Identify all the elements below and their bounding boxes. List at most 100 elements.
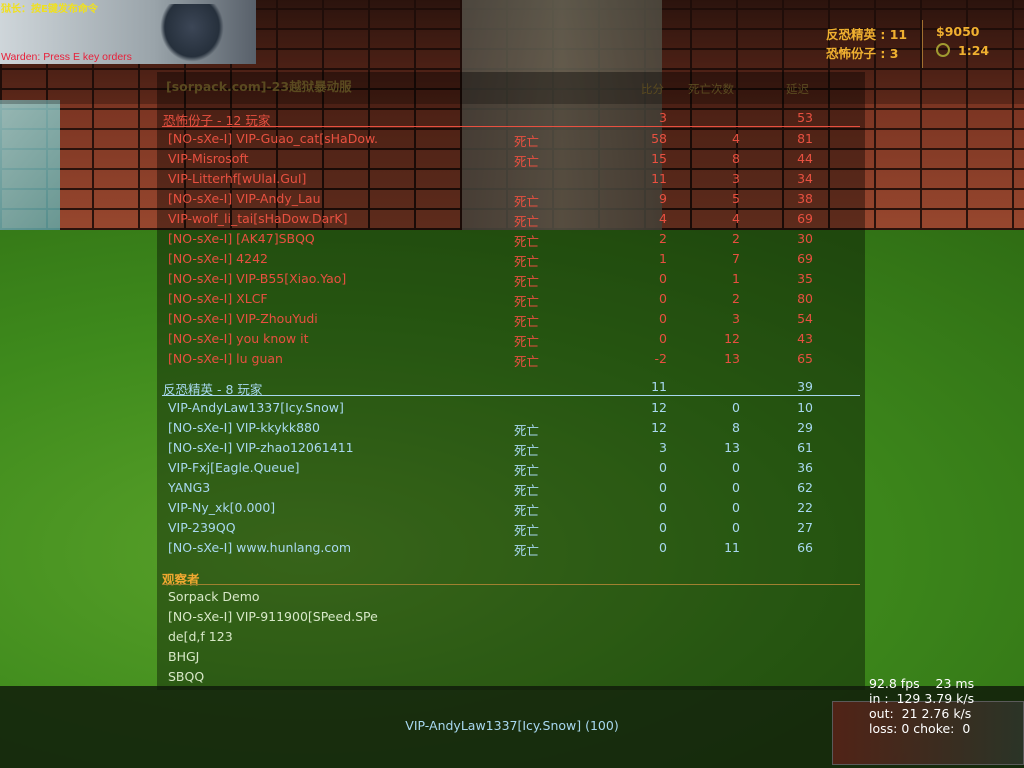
player-status: 死亡	[514, 134, 540, 149]
player-status: 死亡	[514, 234, 540, 249]
player-deaths: 13	[724, 440, 740, 455]
player-name: [NO-sXe-I] XLCF	[168, 291, 268, 306]
player-deaths: 8	[732, 420, 740, 435]
ct-header: 反恐精英 - 8 玩家	[163, 382, 263, 397]
player-name: [NO-sXe-I] VIP-kkykk880	[168, 420, 320, 435]
player-name: [NO-sXe-I] VIP-ZhouYudi	[168, 311, 318, 326]
stone-pillar	[462, 0, 662, 232]
player-latency: 34	[797, 171, 813, 186]
player-latency: 43	[797, 331, 813, 346]
player-score: 4	[659, 211, 667, 226]
t-team-score: 恐怖份子 : 3	[826, 46, 899, 61]
player-latency: 62	[797, 480, 813, 495]
glass-window	[0, 100, 60, 240]
player-name: [NO-sXe-I] www.hunlang.com	[168, 540, 352, 555]
player-status: 死亡	[514, 334, 540, 349]
player-latency: 38	[797, 191, 813, 206]
ct-team-score: 反恐精英 : 11	[826, 27, 908, 42]
spectator-name: Sorpack Demo	[168, 589, 260, 604]
player-status: 死亡	[514, 274, 540, 289]
player-deaths: 11	[724, 540, 740, 555]
player-deaths: 0	[732, 520, 740, 535]
player-name: [NO-sXe-I] VIP-Andy_Lau	[168, 191, 321, 206]
column-score: 比分	[641, 82, 664, 96]
player-score: 0	[659, 520, 667, 535]
player-score: 0	[659, 540, 667, 555]
player-latency: 69	[797, 251, 813, 266]
player-score: 0	[659, 311, 667, 326]
player-status: 死亡	[514, 503, 540, 518]
player-deaths: 7	[732, 251, 740, 266]
player-deaths: 13	[724, 351, 740, 366]
player-latency: 36	[797, 460, 813, 475]
player-status: 死亡	[514, 423, 540, 438]
player-status: 死亡	[514, 523, 540, 538]
player-score: 0	[659, 460, 667, 475]
player-deaths: 2	[732, 231, 740, 246]
player-score: 0	[659, 480, 667, 495]
column-deaths: 死亡次数	[688, 82, 734, 96]
spectator-name: [NO-sXe-I] VIP-911900[SPeed.SPe	[168, 609, 378, 624]
player-name: [NO-sXe-I] you know it	[168, 331, 309, 346]
spectators-divider	[162, 584, 860, 585]
terrorists-header: 恐怖份子 - 12 玩家	[163, 113, 271, 128]
player-deaths: 3	[732, 171, 740, 186]
terrorists-avg-latency: 53	[797, 110, 813, 125]
player-status: 死亡	[514, 194, 540, 209]
round-timer: 1:24	[958, 43, 990, 58]
player-latency: 35	[797, 271, 813, 286]
player-name: [NO-sXe-I] [AK47]SBQQ	[168, 231, 315, 246]
player-latency: 30	[797, 231, 813, 246]
player-score: 58	[651, 131, 667, 146]
warden-figure-image	[160, 4, 224, 62]
netgraph-loss: loss: 0 choke: 0	[869, 721, 971, 736]
player-deaths: 4	[732, 211, 740, 226]
warden-cn-text: 狱长：按E键发布命令	[1, 4, 98, 15]
player-score: 0	[659, 500, 667, 515]
player-latency: 29	[797, 420, 813, 435]
player-name: [NO-sXe-I] VIP-B55[Xiao.Yao]	[168, 271, 347, 286]
player-deaths: 3	[732, 311, 740, 326]
player-name: VIP-Fxj[Eagle.Queue]	[168, 460, 300, 475]
player-status: 死亡	[514, 314, 540, 329]
netgraph-in: in : 129 3.79 k/s	[869, 691, 975, 706]
player-deaths: 12	[724, 331, 740, 346]
player-status: 死亡	[514, 254, 540, 269]
player-deaths: 4	[732, 131, 740, 146]
player-deaths: 5	[732, 191, 740, 206]
player-status: 死亡	[514, 214, 540, 229]
ct-avg-latency: 39	[797, 379, 813, 394]
player-name: [NO-sXe-I] 4242	[168, 251, 268, 266]
column-latency: 延迟	[786, 82, 809, 96]
hud-divider	[922, 20, 923, 68]
player-score: 0	[659, 331, 667, 346]
ct-total-score: 11	[651, 379, 667, 394]
player-latency: 80	[797, 291, 813, 306]
player-deaths: 2	[732, 291, 740, 306]
spectating-target: VIP-AndyLaw1337[Icy.Snow] (100)	[405, 718, 619, 733]
player-status: 死亡	[514, 543, 540, 558]
player-latency: 54	[797, 311, 813, 326]
player-score: 9	[659, 191, 667, 206]
spectator-name: BHGJ	[168, 649, 200, 664]
player-name: VIP-wolf_li_tai[sHaDow.DarK]	[168, 211, 348, 226]
player-score: 1	[659, 251, 667, 266]
player-name: VIP-Misrosoft	[168, 151, 249, 166]
terrorists-total-score: 3	[659, 110, 667, 125]
player-score: 3	[659, 440, 667, 455]
player-status: 死亡	[514, 463, 540, 478]
player-name: VIP-AndyLaw1337[Icy.Snow]	[168, 400, 344, 415]
player-deaths: 0	[732, 480, 740, 495]
grass-ground	[0, 230, 1024, 768]
player-deaths: 0	[732, 500, 740, 515]
money: $9050	[936, 24, 980, 39]
player-latency: 66	[797, 540, 813, 555]
player-deaths: 1	[732, 271, 740, 286]
player-deaths: 8	[732, 151, 740, 166]
player-score: 15	[651, 151, 667, 166]
player-name: VIP-Litterhf[wUlaI.GuI]	[168, 171, 307, 186]
player-name: [NO-sXe-I] VIP-Guao_cat[sHaDow.	[168, 131, 379, 146]
player-latency: 81	[797, 131, 813, 146]
player-status: 死亡	[514, 483, 540, 498]
stopwatch-icon	[936, 43, 950, 57]
